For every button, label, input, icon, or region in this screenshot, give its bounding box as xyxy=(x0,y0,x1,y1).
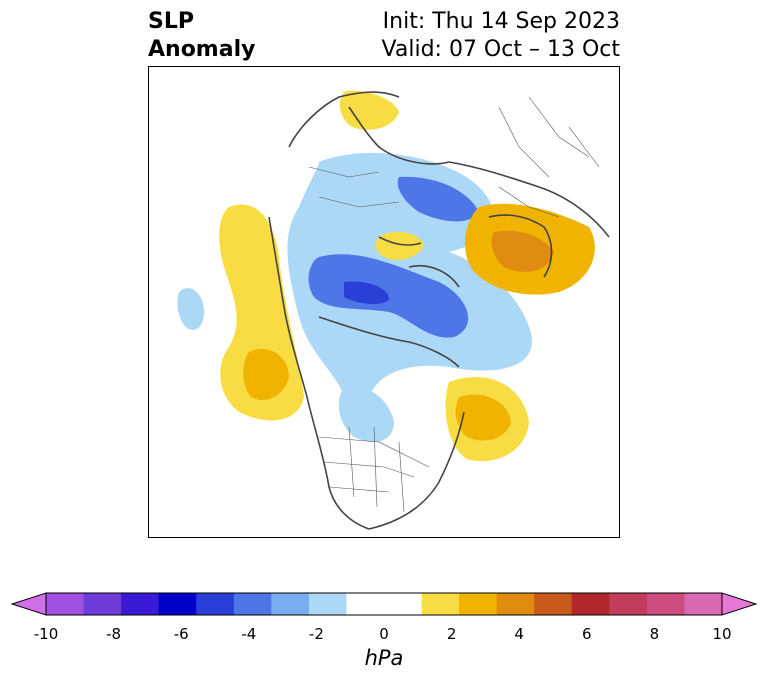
colorbar-bin xyxy=(609,593,648,615)
map-canvas xyxy=(177,90,610,530)
valid-range: Valid: 07 Oct – 13 Oct xyxy=(381,37,620,62)
colorbar-tick-label: -2 xyxy=(308,625,324,643)
colorbar-tick-label: 6 xyxy=(582,625,592,643)
init-date: Init: Thu 14 Sep 2023 xyxy=(382,9,620,34)
coastlines xyxy=(268,91,610,530)
colorbar-bin xyxy=(46,593,85,615)
colorbar-bin xyxy=(83,593,122,615)
positive-anomaly-northpole xyxy=(375,231,424,260)
negative-anomaly-siberia xyxy=(397,176,479,222)
title-line-1: SLP xyxy=(148,9,194,34)
colorbar-tick-label: 8 xyxy=(649,625,660,643)
colorbar-tick-label: 2 xyxy=(446,625,457,643)
colorbar-extend-high xyxy=(721,592,758,616)
colorbar-tick-label: -8 xyxy=(106,625,122,643)
colorbar-tick-label: 0 xyxy=(379,625,389,643)
colorbar-bin xyxy=(571,593,610,615)
positive-anomaly-eurasia-core xyxy=(491,230,554,272)
positive-anomaly-atlantic-core xyxy=(455,394,511,441)
political-borders xyxy=(308,96,600,513)
map-title: SLP Anomaly xyxy=(148,8,255,64)
colorbar-tick-label: -6 xyxy=(173,625,189,643)
positive-anomaly-pacific-core xyxy=(243,348,289,401)
colorbar-bin xyxy=(421,593,460,615)
colorbar-bin xyxy=(121,593,160,615)
anomaly-shading xyxy=(177,90,595,462)
colorbar-bin xyxy=(196,593,235,615)
colorbar-tick-label: 4 xyxy=(514,625,524,643)
colorbar-tick-label: -4 xyxy=(241,625,257,643)
colorbar-units: hPa xyxy=(364,646,404,670)
colorbar-outline xyxy=(45,592,723,616)
colorbar-bin xyxy=(158,593,197,615)
colorbar-bin xyxy=(534,593,573,615)
colorbar-bin xyxy=(384,593,423,615)
colorbar-bin xyxy=(684,593,723,615)
negative-anomaly-core xyxy=(344,281,389,305)
colorbar-bin xyxy=(646,593,685,615)
colorbar xyxy=(10,592,758,616)
colorbar-tick-label: -10 xyxy=(33,625,59,643)
colorbar-bin xyxy=(459,593,498,615)
colorbar-bin xyxy=(346,593,385,615)
title-line-2: Anomaly xyxy=(148,37,256,62)
anomaly-map xyxy=(148,66,620,538)
negative-anomaly-pacific xyxy=(177,288,204,330)
negative-anomaly-hudson xyxy=(338,386,394,442)
forecast-dates: Init: Thu 14 Sep 2023 Valid: 07 Oct – 13… xyxy=(382,8,620,64)
colorbar-tick-label: 10 xyxy=(712,625,732,643)
colorbar-bin xyxy=(233,593,272,615)
positive-anomaly-europe xyxy=(339,90,399,130)
colorbar-extend-low xyxy=(10,592,47,616)
colorbar-bin xyxy=(308,593,347,615)
colorbar-bin xyxy=(496,593,535,615)
colorbar-bin xyxy=(271,593,310,615)
